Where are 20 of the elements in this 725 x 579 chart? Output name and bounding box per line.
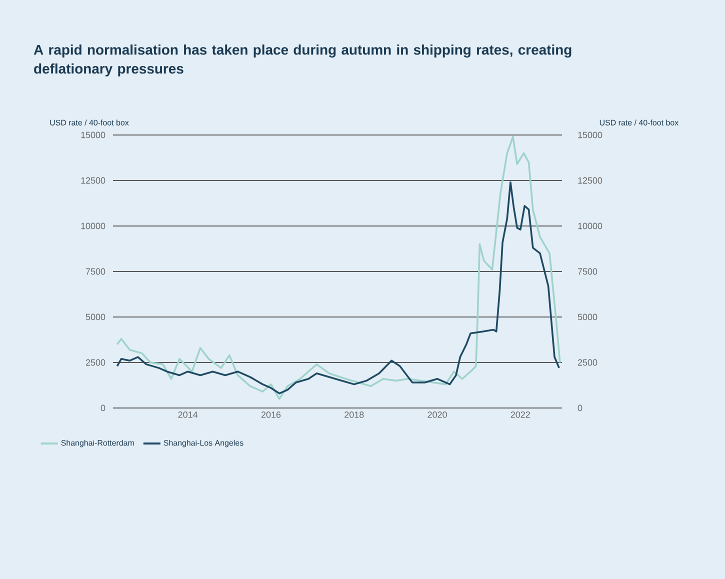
y2-tick-label: 12500 <box>578 177 602 184</box>
y-tick-label: 0 <box>100 404 106 412</box>
y-tick-label: 7500 <box>86 268 106 275</box>
x-tick-label: 2014 <box>178 412 198 418</box>
y2-tick-label: 10000 <box>578 222 602 230</box>
y2-tick-label: 7500 <box>578 268 598 275</box>
y-tick-label: 12500 <box>81 177 106 184</box>
y-tick-label: 5000 <box>86 314 106 320</box>
y-tick-label: 15000 <box>81 132 106 138</box>
x-tick-label: 2018 <box>344 412 364 418</box>
y2-tick-label: 15000 <box>578 132 602 138</box>
y2-tick-label: 5000 <box>578 314 598 320</box>
chart-title: A rapid normalisation has taken place during autumn in shipping rates, creating deflationary pressures <box>34 44 572 76</box>
y2-tick-label: 0 <box>578 404 582 412</box>
x-tick-label: 2020 <box>428 412 447 418</box>
x-tick-label: 2016 <box>261 412 281 418</box>
y-tick-label: 10000 <box>81 222 106 230</box>
x-tick-label: 2022 <box>510 412 530 418</box>
y2-tick-label: 2500 <box>578 359 598 366</box>
y-tick-label: 2500 <box>86 359 106 366</box>
